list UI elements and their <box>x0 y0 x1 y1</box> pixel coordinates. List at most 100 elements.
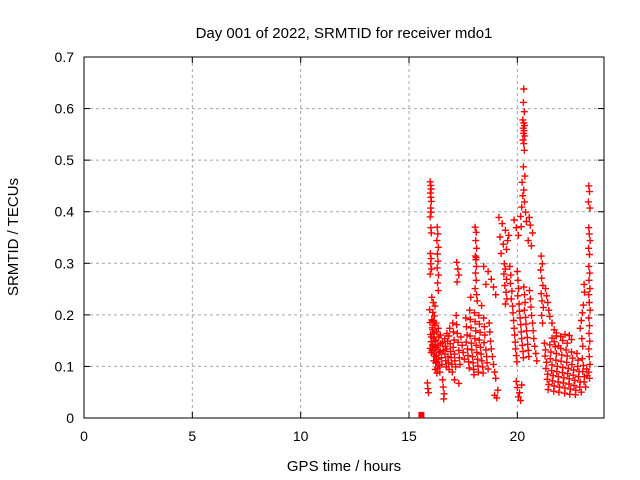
data-point <box>465 358 473 366</box>
data-point <box>434 230 442 238</box>
data-point <box>476 328 484 336</box>
data-point <box>434 279 442 287</box>
data-point <box>525 213 533 221</box>
data-point <box>529 319 536 327</box>
data-point <box>525 353 533 361</box>
data-point <box>431 345 439 353</box>
data-point <box>529 327 537 335</box>
data-point <box>497 250 505 257</box>
data-point <box>540 339 548 347</box>
data-point <box>586 269 594 277</box>
data-point <box>466 332 474 340</box>
data-point <box>472 269 479 277</box>
data-point <box>443 345 451 353</box>
data-point <box>472 327 480 335</box>
data-point <box>557 357 565 365</box>
data-point <box>444 353 452 361</box>
data-point <box>446 324 454 332</box>
data-point <box>507 295 515 303</box>
data-point <box>469 353 476 361</box>
x-axis-label: GPS time / hours <box>287 458 401 475</box>
data-point <box>427 197 435 205</box>
data-point <box>552 329 560 337</box>
data-point <box>559 379 567 387</box>
data-point <box>427 260 435 268</box>
data-point <box>568 336 575 344</box>
data-point <box>522 313 530 321</box>
data-point <box>428 265 435 273</box>
data-point <box>472 256 480 264</box>
data-point <box>555 388 563 396</box>
y-tick-label: 0.7 <box>55 49 75 65</box>
data-point <box>552 350 560 357</box>
data-point <box>480 314 488 322</box>
data-point <box>473 349 481 356</box>
data-point <box>507 271 515 279</box>
data-point <box>511 338 519 346</box>
data-point <box>586 306 594 314</box>
x-tick-label: 15 <box>401 428 417 444</box>
data-point <box>573 350 581 357</box>
data-point <box>452 311 460 319</box>
data-point <box>468 346 476 354</box>
data-point <box>506 262 514 270</box>
data-point <box>585 291 593 299</box>
data-point <box>498 220 506 228</box>
data-point <box>434 287 442 295</box>
data-point <box>514 276 522 284</box>
data-point <box>477 350 485 358</box>
data-point <box>472 228 480 236</box>
data-point <box>485 319 493 327</box>
plot-area <box>84 57 604 418</box>
data-point <box>490 360 497 368</box>
data-point <box>564 370 572 378</box>
data-point <box>530 335 538 343</box>
data-point <box>543 292 551 300</box>
data-point <box>439 383 447 391</box>
data-point <box>455 354 463 362</box>
data-point <box>475 336 483 344</box>
data-point <box>472 276 480 284</box>
data-point <box>428 346 436 354</box>
data-point <box>544 299 552 306</box>
axis-ticks-layer <box>83 56 604 419</box>
data-point <box>438 354 445 362</box>
data-point <box>477 343 484 351</box>
data-point <box>435 271 442 279</box>
data-point <box>517 212 525 220</box>
data-point <box>514 231 522 239</box>
data-point <box>585 230 593 238</box>
data-point <box>510 317 518 324</box>
data-point <box>554 378 562 386</box>
data-point <box>452 363 460 371</box>
data-point <box>524 346 532 354</box>
data-point <box>561 331 569 338</box>
data-point <box>499 240 507 248</box>
data-point <box>431 337 439 345</box>
data-point <box>538 311 546 319</box>
data-point <box>531 342 539 350</box>
data-point <box>579 301 587 309</box>
data-point <box>579 361 587 369</box>
data-point <box>520 146 528 154</box>
data-point <box>581 288 588 296</box>
data-point <box>520 306 528 314</box>
data-point <box>515 285 523 293</box>
data-point <box>537 252 545 260</box>
data-point <box>449 328 457 336</box>
data-point <box>453 258 461 266</box>
data-point <box>585 314 593 322</box>
data-point <box>519 354 527 362</box>
data-point <box>496 233 504 241</box>
data-point <box>514 393 522 401</box>
data-point <box>585 262 593 270</box>
data-point <box>527 303 535 311</box>
data-point <box>511 331 519 339</box>
data-point <box>512 345 520 353</box>
data-point <box>517 328 525 336</box>
data-point <box>425 389 432 397</box>
data-point <box>503 245 510 253</box>
data-point <box>524 340 532 348</box>
data-point <box>574 356 582 364</box>
